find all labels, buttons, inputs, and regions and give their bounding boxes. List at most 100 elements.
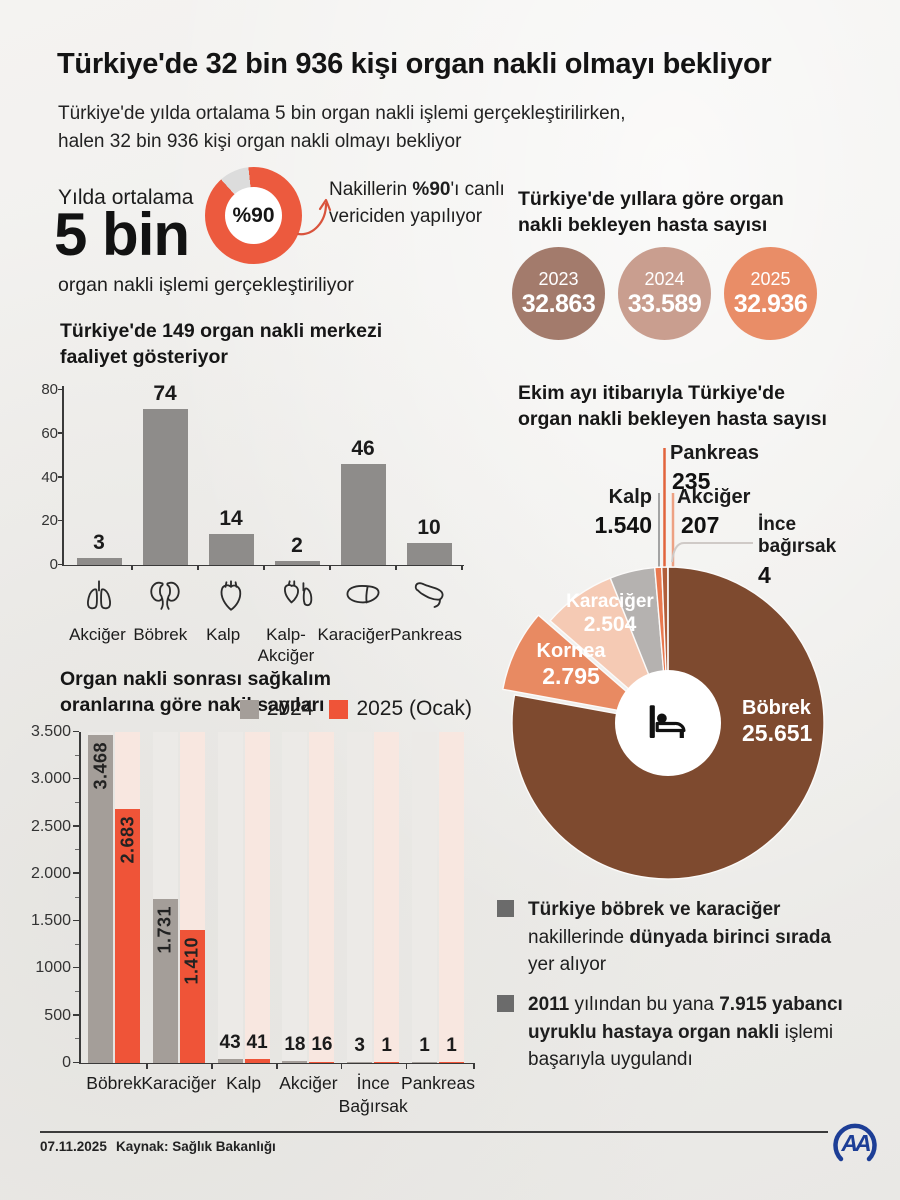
- bar-slot: 1.410: [179, 732, 205, 1063]
- fact-item: 2011 yılından bu yana 7.915 yabancı uyru…: [497, 991, 857, 1074]
- bar-value-label: 74: [153, 382, 177, 405]
- bar-group-Karaciğer: 1.731 1.410: [152, 732, 205, 1063]
- bar: [282, 1061, 308, 1063]
- waiting-pie-title: Ekim ayı itibarıyla Türkiye'de organ nak…: [518, 382, 827, 431]
- x-tick-mark: [461, 565, 463, 570]
- bar: [412, 1061, 437, 1063]
- footer-divider: [40, 1131, 828, 1133]
- avg-stat-value: 5 bin: [54, 201, 190, 268]
- y-tick-label: 3.500: [30, 723, 71, 740]
- category-label: Akciğer: [279, 1073, 338, 1093]
- bar-value-label: 1.731: [154, 906, 175, 954]
- fact-text: 2011 yılından bu yana 7.915 yabancı uyru…: [528, 994, 843, 1071]
- legend-swatch-2025: [329, 699, 349, 719]
- bar-value-label: 1: [446, 1034, 457, 1056]
- pie-label-kornea: Kornea 2.795: [536, 640, 606, 689]
- organ-icons-row: [66, 572, 462, 618]
- x-tick-mark: [405, 1063, 408, 1069]
- bar-slot: 1: [374, 732, 400, 1063]
- bar: [309, 1061, 335, 1063]
- y-tick-mark: [73, 872, 79, 874]
- svg-text:AA: AA: [840, 1130, 870, 1156]
- fact-text: Türkiye böbrek ve karaciğer nakillerinde…: [528, 899, 832, 976]
- lungs-icon: [66, 572, 132, 618]
- y-minor-tick: [75, 849, 79, 851]
- y-tick-label: 2.500: [30, 817, 71, 835]
- category-label-text: Pankreas: [390, 625, 463, 644]
- y-minor-tick: [75, 991, 79, 993]
- year-circle-2025: 2025 32.936: [724, 247, 817, 340]
- y-tick-mark: [73, 777, 79, 780]
- donut-note: Nakillerin %90'ı canlı vericiden yapılıy…: [329, 179, 505, 227]
- avg-stat-intro: Yılda ortalama: [58, 186, 194, 209]
- y-minor-tick: [75, 896, 79, 898]
- y-tick-mark: [73, 825, 79, 827]
- bar-column-Böbrek: 74: [132, 382, 198, 565]
- bullet-square-icon: [497, 900, 514, 917]
- footer-date: 07.11.2025: [40, 1139, 107, 1154]
- bar: [374, 1061, 400, 1063]
- bar-value-label: 1: [381, 1034, 392, 1056]
- background-column: [439, 732, 464, 1063]
- bar-slot: 3: [347, 732, 373, 1063]
- x-tick-mark: [395, 565, 397, 570]
- bar-slot: 43: [217, 732, 243, 1063]
- legend-swatch-2024: [239, 699, 259, 719]
- page-subtitle: Türkiye'de yılda ortalama 5 bin organ na…: [58, 100, 758, 155]
- donut-center-label: %90: [225, 187, 282, 244]
- background-column: [217, 732, 243, 1063]
- y-tick-label: 20: [41, 512, 58, 530]
- category-label: Kalp: [192, 624, 255, 667]
- liver-icon: [330, 572, 396, 618]
- background-column: [244, 732, 270, 1063]
- bar-column-Pankreas: 10: [396, 382, 462, 565]
- waiting-pie: Pankreas 235 Kalp 1.540 Akciğer 207 İnce…: [488, 436, 888, 906]
- avg-stat-suffix: organ nakli işlemi gerçekleştiriliyor: [58, 274, 354, 296]
- x-tick-mark: [276, 1063, 278, 1069]
- year-label: 2025: [750, 268, 791, 289]
- x-tick-mark: [263, 565, 265, 570]
- pie-label-akciger: Akciğer 207: [677, 486, 751, 538]
- pie-label-karaciger: Karaciğer 2.504: [566, 591, 654, 636]
- bar-slot: 1: [439, 732, 464, 1063]
- year-circles: 2023 32.863 2024 33.589 2025 32.936: [512, 247, 864, 340]
- y-tick-label: 60: [41, 424, 58, 442]
- y-tick-label: 1000: [35, 959, 71, 977]
- bar-slot: 1: [412, 732, 437, 1063]
- x-tick-mark: [146, 1063, 148, 1069]
- category-label: İnce Bağırsak: [338, 1073, 408, 1116]
- legend-item-2024: 2024: [239, 697, 313, 721]
- bar: [152, 899, 178, 1063]
- y-tick-label: 500: [44, 1006, 71, 1024]
- y-tick-mark: [58, 519, 63, 522]
- bar: [179, 929, 205, 1063]
- ince-label-text: İnce bağırsak: [758, 514, 837, 557]
- bar: [274, 560, 320, 565]
- bar-column-Kalp-Akciğer: 2: [264, 382, 330, 565]
- bar-slot: 2.683: [115, 732, 140, 1063]
- page-title: Türkiye'de 32 bin 936 kişi organ nakli o…: [57, 48, 772, 80]
- pie-label-pankreas: Pankreas 235: [670, 442, 759, 494]
- pancreas-icon: [396, 572, 462, 618]
- y-minor-tick: [75, 1038, 79, 1040]
- living-donor-donut: %90: [205, 167, 302, 264]
- bar: [115, 809, 140, 1063]
- background-column: [309, 732, 335, 1063]
- centers-y-axis: 0 20 40 60 80: [36, 381, 64, 573]
- x-tick-mark: [131, 565, 133, 570]
- year-circle-2024: 2024 33.589: [618, 247, 711, 340]
- y-tick-mark: [58, 388, 63, 390]
- bar-value-label: 18: [284, 1034, 306, 1056]
- y-tick-mark: [73, 966, 79, 969]
- yearly-waiting-title: Türkiye'de yıllara göre organ nakli bekl…: [518, 188, 784, 237]
- bar-value-label: 3: [93, 531, 105, 555]
- bar: [88, 735, 113, 1063]
- pie-label-kalp: Kalp 1.540: [594, 486, 652, 538]
- bar-slot: 18: [282, 732, 308, 1063]
- bar-group-Kalp: 43 41: [217, 732, 270, 1063]
- category-label-text: Kalp: [206, 625, 241, 644]
- category-label-text: Akciğer: [69, 625, 126, 644]
- survival-chart: 3.468 2.683 1.731 1.410 43 41 18 16 3 1 1 1 0 500 100…: [31, 723, 483, 1116]
- y-tick-mark: [73, 730, 79, 732]
